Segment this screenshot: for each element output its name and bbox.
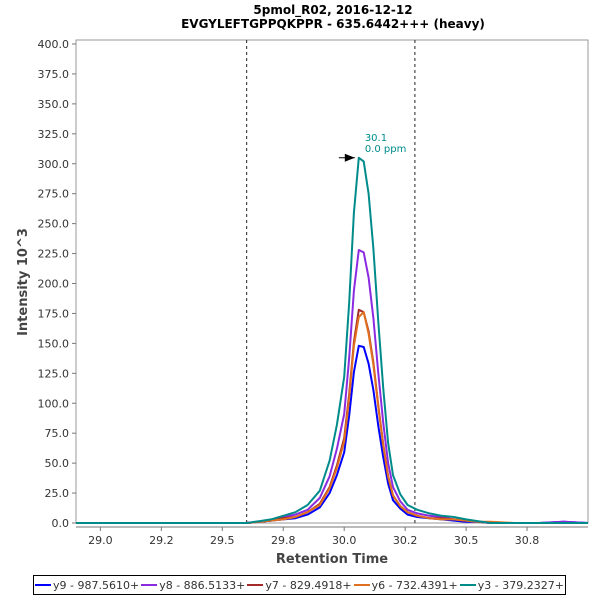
legend-item: y6 - 732.4391+ [353,578,458,592]
legend-swatch [141,584,158,586]
legend-swatch [459,584,476,586]
y-tick-label: 175.0 [38,307,70,320]
x-tick-label: 29.5 [210,534,235,547]
plot-area [75,39,589,524]
legend-label: y3 - 379.2327+ [477,578,564,592]
x-tick-label: 30.2 [393,534,418,547]
y-tick-label: 150.0 [38,337,70,350]
chart-subtitle: EVGYLEFTGPPQKPPR - 635.6442+++ (heavy) [181,17,485,31]
legend-item: y8 - 886.5133+ [141,579,245,592]
legend-item: y7 - 829.4918+ [247,578,352,592]
x-tick-label: 29.2 [149,534,174,547]
y-tick-label: 350.0 [38,98,70,111]
legend-swatch [35,584,51,586]
y-tick-label: 125.0 [38,367,70,380]
y-tick-label: 0.0 [52,517,70,530]
x-tick-label: 30.8 [515,534,540,547]
legend-label: y9 - 987.5610+ [53,578,140,592]
legend: y9 - 987.5610+ y8 - 886.5133+ y7 - 829.491… [33,575,566,595]
legend-swatch [353,584,370,586]
x-tick-label: 29.0 [88,534,113,547]
y-tick-label: 75.0 [45,427,70,440]
legend-label: y7 - 829.4918+ [265,578,352,592]
legend-item: y3 - 379.2327+ [459,578,564,592]
y-tick-label: 25.0 [45,487,70,500]
legend-item: y9 - 987.5610+ [35,579,139,592]
x-tick-label: 30.0 [332,534,357,547]
chart-title: 5pmol_R02, 2016-12-12 [253,3,412,18]
x-tick-label: 30.5 [454,534,479,547]
y-tick-label: 100.0 [38,397,70,410]
y-tick-label: 375.0 [38,68,70,81]
y-tick-label: 400.0 [38,38,70,51]
y-tick-label: 325.0 [38,128,70,141]
legend-label: y8 - 886.5133+ [159,578,246,592]
peak-ppm-label: 0.0 ppm [365,144,407,155]
peak-rt-label: 30.1 [365,133,387,144]
y-axis-label: Intensity 10^3 [16,228,31,336]
y-tick-label: 300.0 [38,158,70,171]
y-tick-label: 50.0 [45,457,70,470]
x-axis-label: Retention Time [276,552,388,567]
legend-label: y6 - 732.4391+ [371,578,458,592]
chromatogram-chart: 5pmol_R02, 2016-12-12 EVGYLEFTGPPQKPPR -… [16,3,589,567]
legend-swatch [247,584,264,586]
series-line-y3 [76,156,588,524]
y-tick-label: 250.0 [38,218,70,231]
y-tick-label: 200.0 [38,278,70,291]
y-tick-label: 225.0 [38,248,70,261]
y-tick-label: 275.0 [38,188,70,201]
x-tick-label: 29.8 [271,534,296,547]
